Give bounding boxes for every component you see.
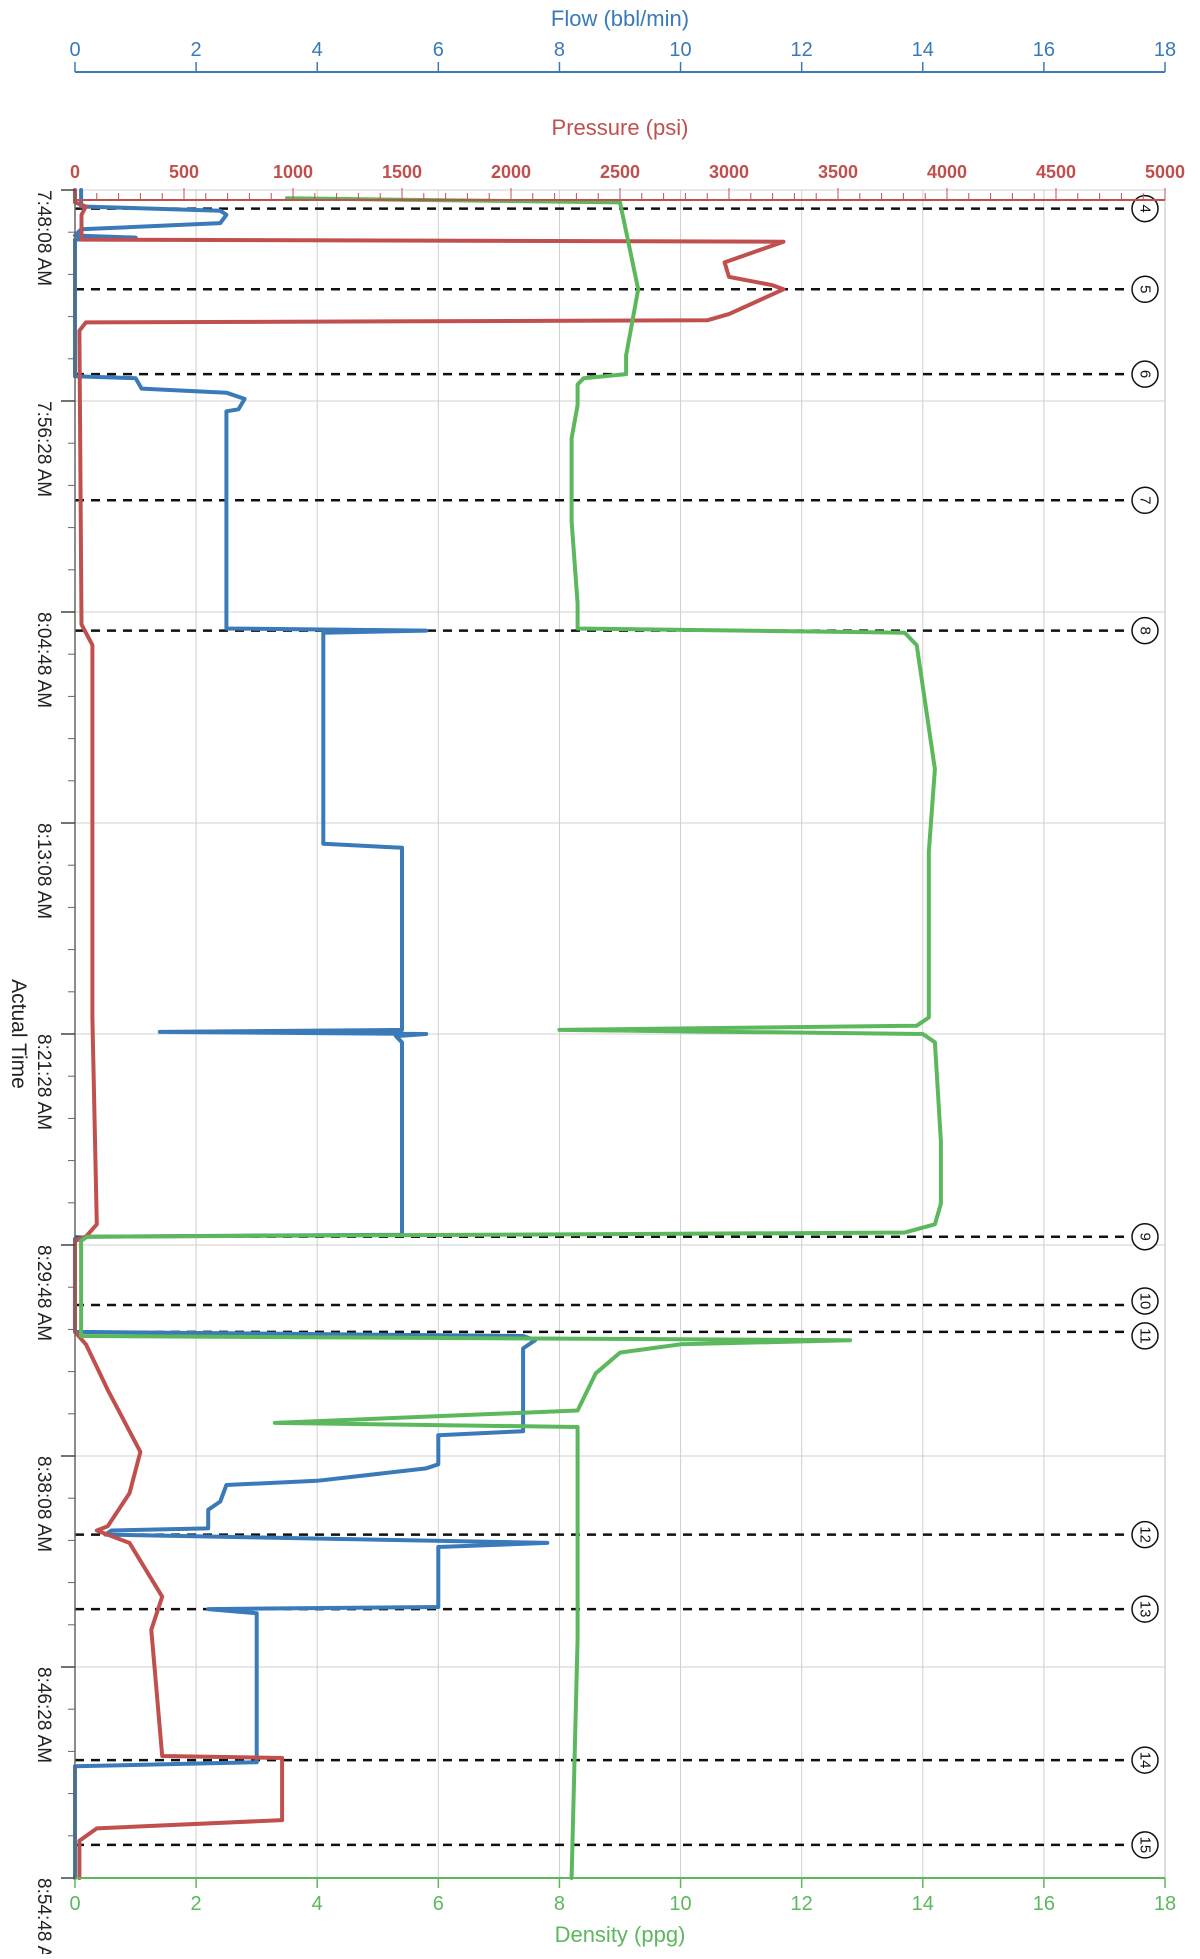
time-tick-label: 8:29:48 AM <box>33 1245 54 1341</box>
pressure-tick-label: 4500 <box>1036 162 1076 182</box>
event-markers-layer: 4 5 6 7 8 9 10 11 12 13 14 15 <box>75 194 1159 1859</box>
flow-tick-label: 4 <box>312 39 323 61</box>
flow-tick-label: 6 <box>433 39 444 61</box>
density-axis-title: Density (ppg) <box>555 1922 686 1947</box>
event-marker-label: 7 <box>1137 496 1154 504</box>
event-marker-label: 4 <box>1137 204 1154 212</box>
flow-axis-title: Flow (bbl/min) <box>551 6 689 31</box>
density-tick-label: 12 <box>791 1893 813 1915</box>
pressure-axis-title: Pressure (psi) <box>552 115 689 140</box>
density-tick-label: 2 <box>191 1893 202 1915</box>
event-marker-circle <box>1131 1222 1159 1251</box>
time-tick-label: 8:38:08 AM <box>33 1456 54 1552</box>
density-tick-label: 0 <box>69 1893 80 1915</box>
axes-layer: 0 500 1000 1500 2000 2500 3000 3500 4000 4500 5000… <box>7 6 1185 1959</box>
event-marker-circle <box>1131 486 1159 515</box>
series-line <box>79 196 943 1880</box>
density-tick-label: 4 <box>312 1893 323 1915</box>
flow-tick-label: 2 <box>191 39 202 61</box>
event-marker-label: 11 <box>1137 1328 1154 1344</box>
event-marker-label: 14 <box>1137 1752 1154 1769</box>
pressure-tick-label: 0 <box>70 162 80 182</box>
pressure-tick-label: 2500 <box>600 162 640 182</box>
flow-tick-label: 14 <box>912 39 934 61</box>
event-marker-label: 9 <box>1137 1233 1154 1241</box>
event-marker-label: 8 <box>1137 626 1154 634</box>
flow-tick-label: 10 <box>669 39 691 61</box>
pressure-tick-label: 1000 <box>273 162 313 182</box>
time-tick-label: 8:21:28 AM <box>33 1034 54 1130</box>
pressure-tick-label: 5000 <box>1145 162 1185 182</box>
event-marker-circle <box>1131 194 1159 223</box>
pressure-tick-label: 4000 <box>927 162 967 182</box>
flow-tick-label: 8 <box>554 39 565 61</box>
density-tick-label: 8 <box>554 1893 565 1915</box>
event-marker-label: 13 <box>1137 1601 1154 1618</box>
time-tick-label: 8:46:28 AM <box>33 1667 54 1763</box>
density-tick-label: 14 <box>912 1893 934 1915</box>
event-marker-circle <box>1131 616 1159 645</box>
event-marker-label: 6 <box>1137 370 1154 378</box>
pressure-tick-label: 500 <box>169 162 199 182</box>
pressure-tick-label: 3500 <box>818 162 858 182</box>
event-marker-circle <box>1131 360 1159 388</box>
pressure-tick-label: 3000 <box>709 162 749 182</box>
flow-tick-label: 0 <box>69 39 80 61</box>
pressure-tick-label: 2000 <box>491 162 531 182</box>
density-tick-label: 10 <box>669 1893 691 1915</box>
density-tick-label: 6 <box>433 1893 444 1915</box>
flow-tick-label: 16 <box>1033 39 1055 61</box>
event-marker-circle <box>1131 275 1159 304</box>
event-marker-label: 5 <box>1137 285 1154 293</box>
time-axis-title: Actual Time <box>7 979 30 1089</box>
time-tick-label: 8:04:48 AM <box>33 612 54 708</box>
pressure-tick-label: 1500 <box>382 162 422 182</box>
event-marker-circle <box>1131 1322 1159 1350</box>
flow-tick-label: 12 <box>791 39 813 61</box>
event-marker-label: 15 <box>1137 1837 1154 1854</box>
time-tick-label: 7:48:08 AM <box>33 190 54 286</box>
time-tick-label: 8:54:48 AM <box>33 1878 54 1954</box>
event-marker-circle <box>1131 1520 1159 1549</box>
time-tick-label: 8:13:08 AM <box>33 823 54 919</box>
flow-tick-label: 18 <box>1154 39 1176 61</box>
density-tick-label: 18 <box>1154 1893 1176 1915</box>
event-marker-label: 12 <box>1137 1526 1154 1543</box>
event-marker-circle <box>1131 1287 1159 1315</box>
event-marker-circle <box>1131 1595 1159 1623</box>
density-tick-label: 16 <box>1033 1893 1055 1915</box>
event-marker-label: 10 <box>1137 1293 1154 1310</box>
time-tick-label: 7:56:28 AM <box>33 401 54 497</box>
event-marker-circle <box>1131 1746 1159 1774</box>
event-marker-circle <box>1131 1831 1159 1859</box>
